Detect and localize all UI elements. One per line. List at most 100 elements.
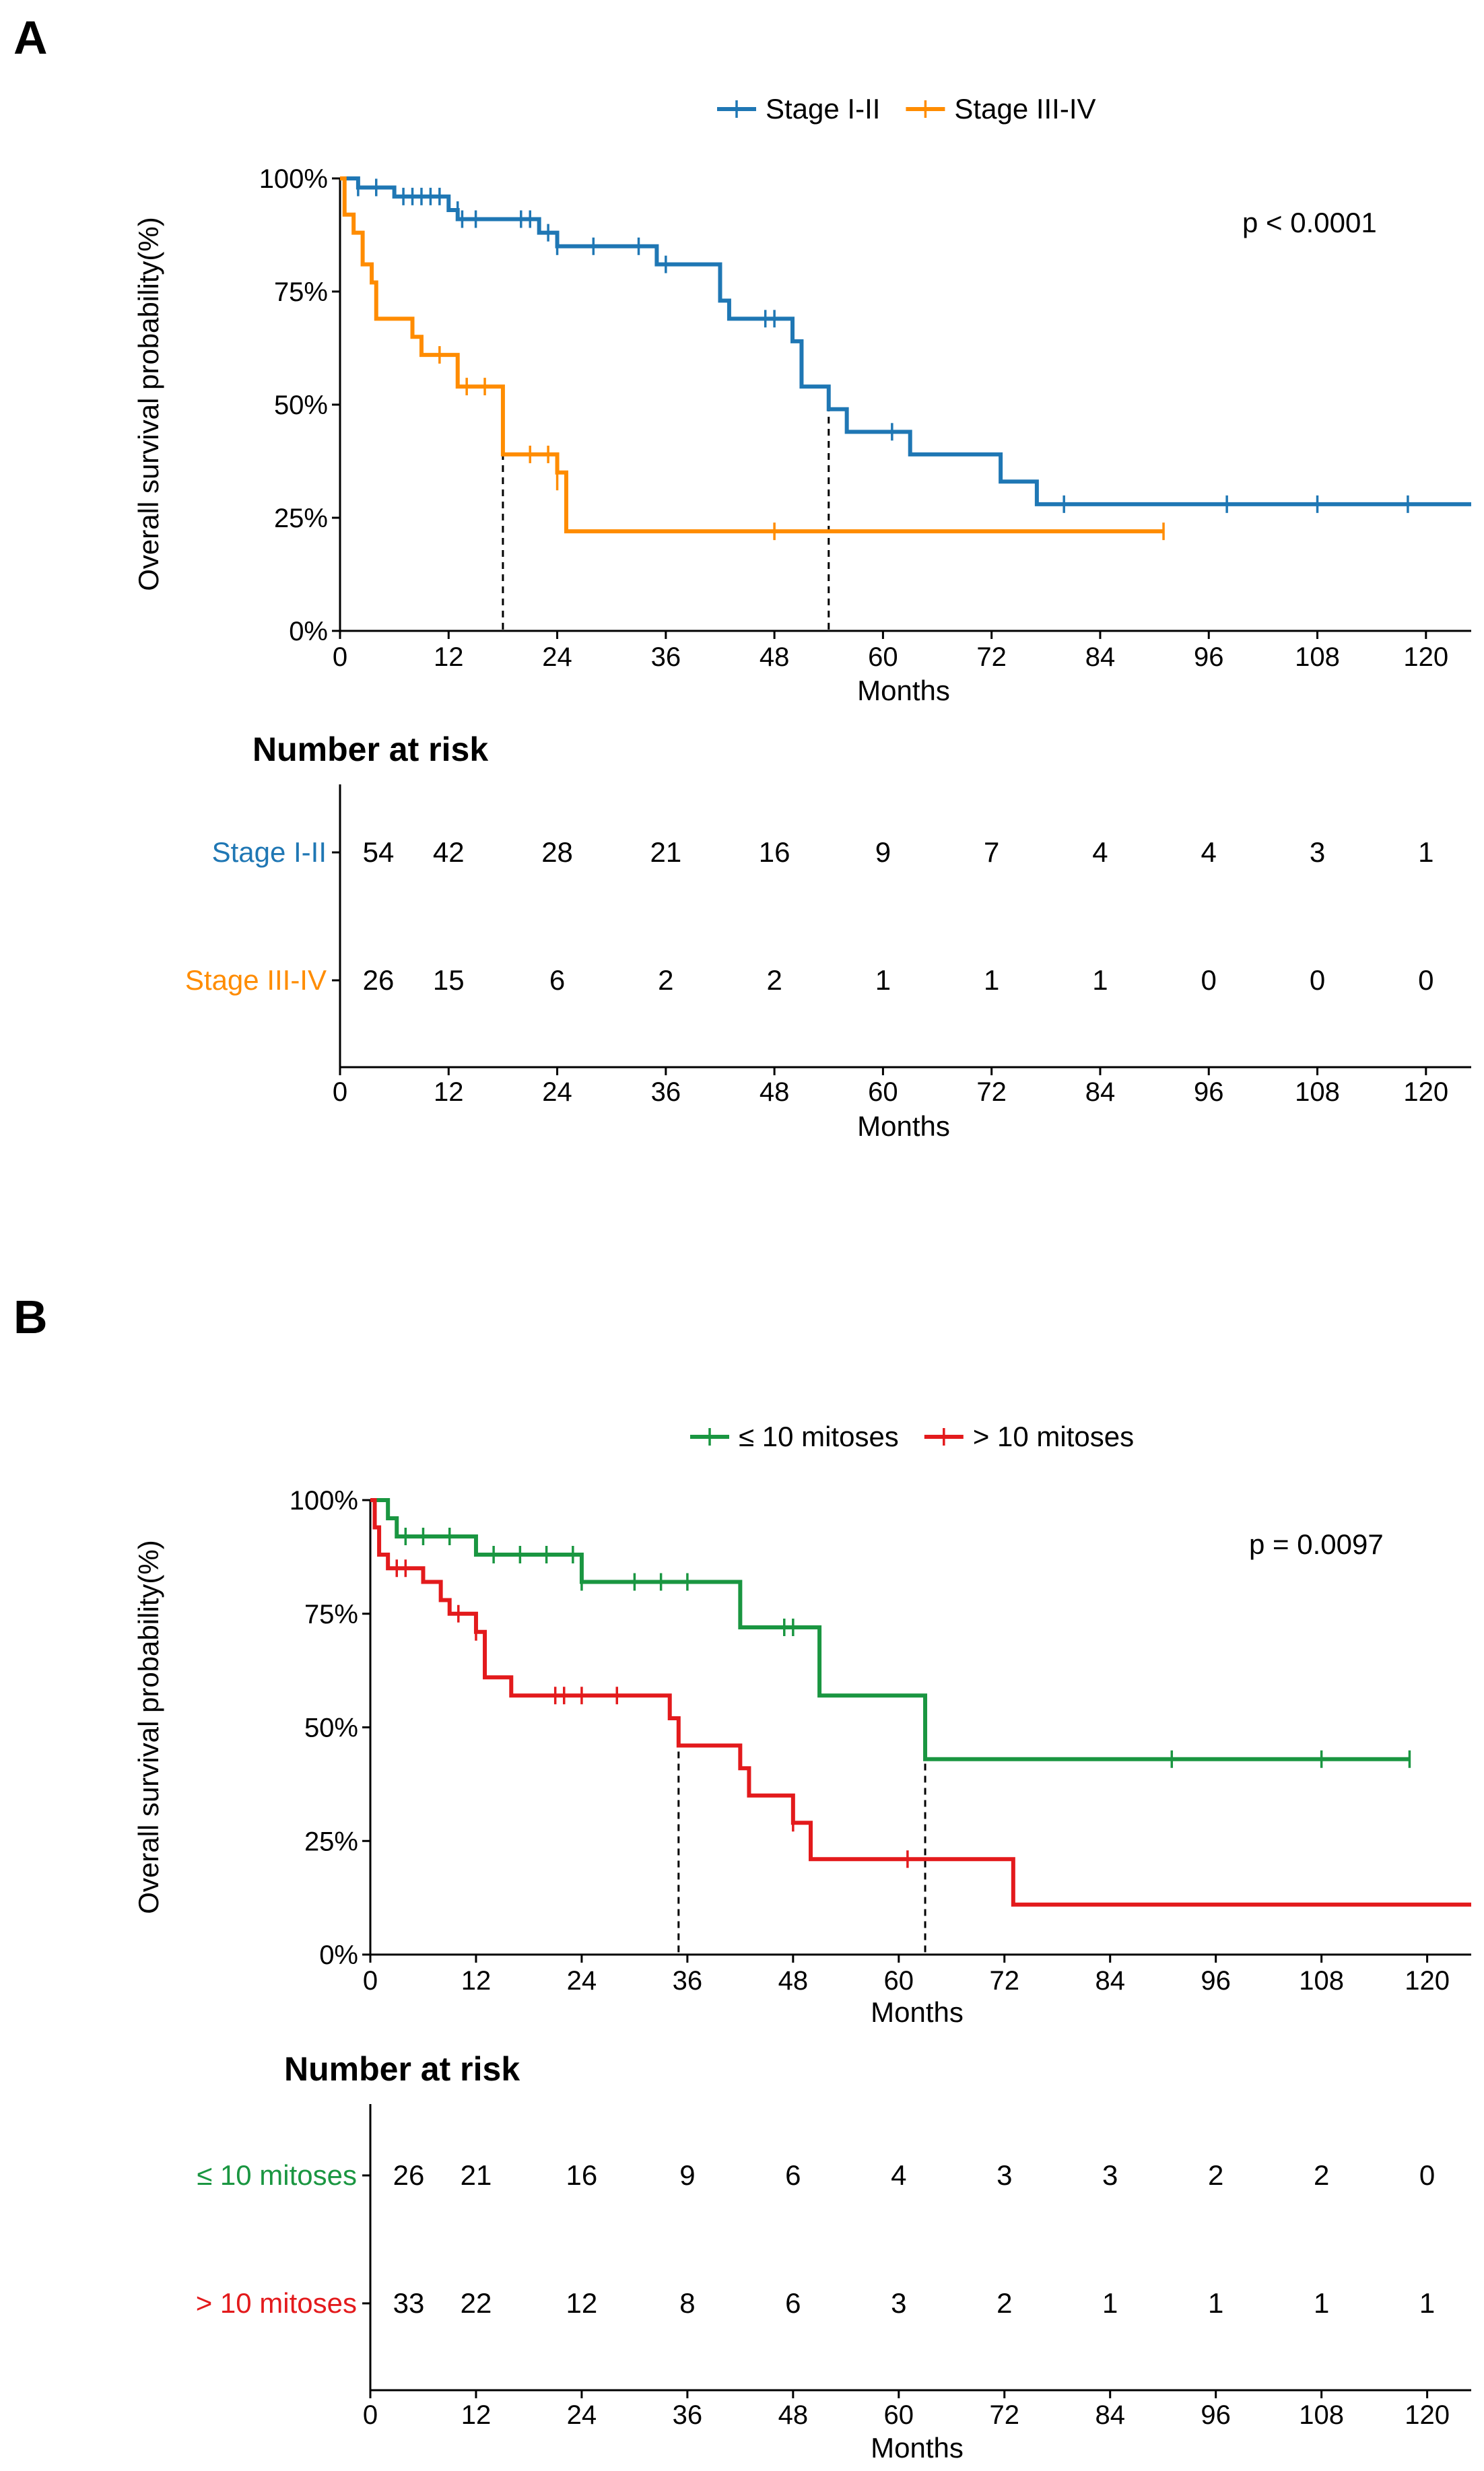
risk-count: 0 (1419, 2159, 1435, 2191)
risk-count: 6 (785, 2287, 801, 2319)
risk-count: 4 (1092, 836, 1108, 868)
x-tick-label: 84 (1095, 1966, 1125, 1996)
x-tick-label: 12 (461, 1966, 492, 1996)
risk-count: 4 (1201, 836, 1217, 868)
risk-count: 2 (1314, 2159, 1329, 2191)
risk-count: 2 (997, 2287, 1012, 2319)
panel-letter-b: B (13, 1291, 48, 1343)
x-tick-label: 60 (868, 642, 898, 672)
legend-label-1: > 10 mitoses (973, 1421, 1134, 1452)
risk-x-tick-label: 84 (1095, 2400, 1125, 2430)
panel-letter-a: A (13, 11, 48, 64)
risk-x-tick-label: 24 (542, 1077, 572, 1107)
x-tick-label: 0 (363, 1966, 378, 1996)
risk-count: 4 (891, 2159, 906, 2191)
risk-row-label-0: ≤ 10 mitoses (197, 2159, 357, 2191)
risk-x-tick-label: 12 (434, 1077, 464, 1107)
risk-count: 8 (679, 2287, 695, 2319)
x-tick-label: 24 (567, 1966, 597, 1996)
p-value-b: p = 0.0097 (1249, 1528, 1384, 1560)
risk-count: 12 (566, 2287, 598, 2319)
km-plot-a: 0% 25% 50% 75% 100% 0 12 24 36 48 60 72 84 96 108 120 (259, 164, 1471, 672)
x-axis-title-a: Months (857, 675, 950, 706)
x-tick-label: 24 (542, 642, 572, 672)
risk-count: 1 (1092, 964, 1108, 996)
risk-table-title-b: Number at risk (284, 2050, 520, 2088)
legend-b: ≤ 10 mitoses > 10 mitoses (690, 1421, 1134, 1452)
risk-count: 1 (1208, 2287, 1223, 2319)
y-tick-label: 0% (289, 617, 328, 646)
y-tick-label: 100% (259, 164, 328, 194)
risk-count: 3 (891, 2287, 906, 2319)
risk-row-label-1: Stage III-IV (185, 964, 327, 996)
risk-x-tick-label: 48 (760, 1077, 790, 1107)
risk-count: 26 (363, 964, 395, 996)
risk-count: 2 (766, 964, 782, 996)
x-tick-label: 120 (1405, 1966, 1450, 1996)
risk-x-tick-label: 96 (1194, 1077, 1224, 1107)
risk-count: 1 (875, 964, 891, 996)
risk-count: 16 (759, 836, 790, 868)
risk-count: 1 (1314, 2287, 1329, 2319)
risk-count: 6 (549, 964, 565, 996)
x-tick-label: 108 (1295, 642, 1340, 672)
risk-count: 0 (1201, 964, 1217, 996)
x-tick-label: 48 (760, 642, 790, 672)
survival-curve-0 (340, 176, 1471, 506)
x-tick-label: 108 (1299, 1966, 1344, 1996)
y-tick-label: 0% (319, 1940, 358, 1970)
y-tick-label: 25% (304, 1827, 358, 1856)
x-tick-label: 72 (976, 642, 1007, 672)
risk-x-tick-label: 48 (778, 2400, 809, 2430)
survival-curve-1 (340, 176, 1164, 534)
risk-row-label-1: > 10 mitoses (196, 2287, 357, 2319)
risk-count: 21 (461, 2159, 492, 2191)
risk-x-tick-label: 120 (1405, 2400, 1450, 2430)
risk-count: 15 (433, 964, 465, 996)
risk-x-tick-label: 72 (976, 1077, 1007, 1107)
risk-x-tick-label: 108 (1299, 2400, 1344, 2430)
y-tick-label: 100% (290, 1486, 358, 1516)
risk-count: 1 (1418, 836, 1434, 868)
risk-count: 1 (1102, 2287, 1118, 2319)
panel-a: A Stage I-II Stage III-IV p < 0.0001 0%25… (13, 11, 1471, 1142)
risk-count: 9 (875, 836, 891, 868)
risk-x-tick-label: 0 (363, 2400, 378, 2430)
risk-count: 22 (461, 2287, 492, 2319)
km-plot-b: 0% 25% 50% 75% 100% 0 12 24 36 48 60 72 84 96 108 120 (290, 1486, 1471, 1996)
x-tick-label: 0 (333, 642, 347, 672)
risk-count: 33 (393, 2287, 425, 2319)
y-tick-label: 75% (274, 277, 328, 307)
legend-a: Stage I-II Stage III-IV (717, 93, 1096, 125)
legend-label-1: Stage III-IV (954, 93, 1095, 125)
risk-table-b: 0 12 24 36 48 60 72 84 96 108 120≤ 10 mitoses 26 21 1… (196, 2104, 1471, 2430)
risk-x-tick-label: 60 (884, 2400, 914, 2430)
risk-count: 1 (984, 964, 999, 996)
risk-count: 2 (658, 964, 673, 996)
risk-count: 6 (785, 2159, 801, 2191)
legend-label-0: Stage I-II (766, 93, 880, 125)
risk-count: 21 (650, 836, 681, 868)
risk-count: 26 (393, 2159, 425, 2191)
risk-x-tick-label: 0 (333, 1077, 347, 1107)
y-axis-title-b: Overall survival probability(%) (133, 1540, 164, 1914)
risk-x-tick-label: 24 (567, 2400, 597, 2430)
x-tick-label: 120 (1403, 642, 1448, 672)
x-tick-label: 84 (1085, 642, 1116, 672)
risk-count: 3 (1310, 836, 1325, 868)
x-tick-label: 60 (884, 1966, 914, 1996)
risk-x-axis-title-b: Months (871, 2432, 964, 2464)
risk-x-tick-label: 96 (1201, 2400, 1231, 2430)
risk-count: 0 (1310, 964, 1325, 996)
risk-x-tick-label: 108 (1295, 1077, 1340, 1107)
x-axis-title-b: Months (871, 1996, 964, 2028)
risk-x-tick-label: 36 (673, 2400, 703, 2430)
risk-x-tick-label: 72 (990, 2400, 1020, 2430)
survival-curve-1 (370, 1498, 1471, 1907)
y-tick-label: 75% (304, 1600, 358, 1629)
risk-count: 2 (1208, 2159, 1223, 2191)
risk-table-title-a: Number at risk (252, 731, 488, 768)
risk-x-tick-label: 12 (461, 2400, 492, 2430)
risk-count: 1 (1419, 2287, 1435, 2319)
